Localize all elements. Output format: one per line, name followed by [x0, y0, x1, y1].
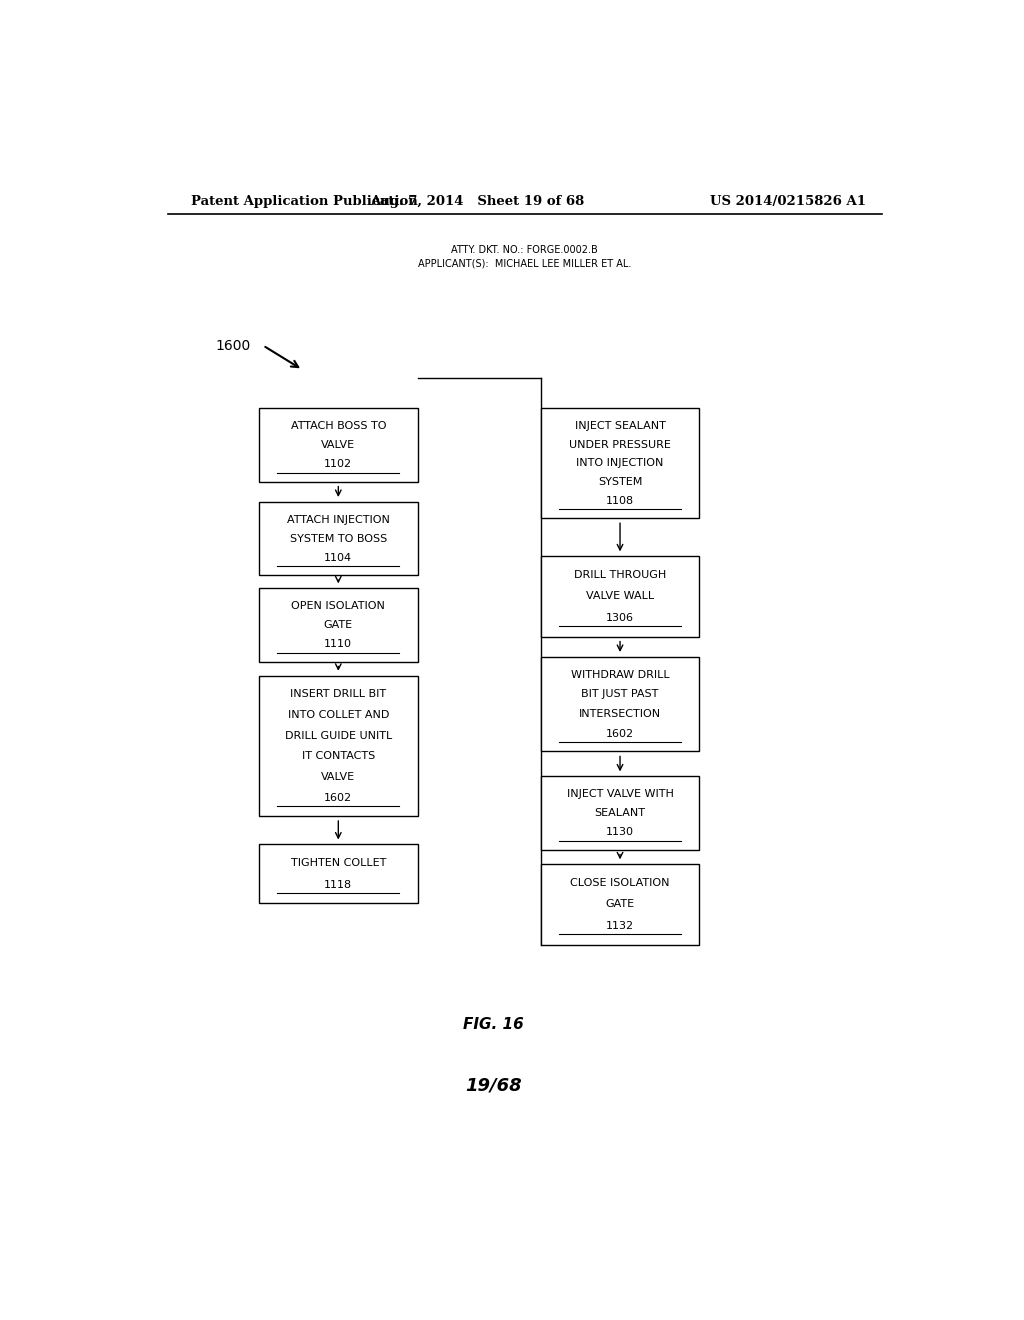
Bar [541, 776, 699, 850]
Bar [259, 408, 418, 482]
Text: INTO COLLET AND: INTO COLLET AND [288, 710, 389, 719]
Text: 1108: 1108 [606, 496, 634, 506]
Text: ATTY. DKT. NO.: FORGE.0002.B: ATTY. DKT. NO.: FORGE.0002.B [452, 246, 598, 255]
Text: VALVE: VALVE [322, 440, 355, 450]
Text: 1118: 1118 [325, 879, 352, 890]
Bar [541, 865, 699, 945]
Text: Aug. 7, 2014   Sheet 19 of 68: Aug. 7, 2014 Sheet 19 of 68 [370, 194, 585, 207]
Text: INSERT DRILL BIT: INSERT DRILL BIT [290, 689, 386, 700]
Text: SYSTEM TO BOSS: SYSTEM TO BOSS [290, 533, 387, 544]
Text: INJECT VALVE WITH: INJECT VALVE WITH [566, 789, 674, 799]
Bar [259, 589, 418, 661]
Bar [541, 657, 699, 751]
Text: APPLICANT(S):  MICHAEL LEE MILLER ET AL.: APPLICANT(S): MICHAEL LEE MILLER ET AL. [418, 259, 632, 268]
Text: GATE: GATE [605, 899, 635, 909]
Text: Patent Application Publication: Patent Application Publication [191, 194, 418, 207]
Text: 1130: 1130 [606, 826, 634, 837]
Text: CLOSE ISOLATION: CLOSE ISOLATION [570, 878, 670, 888]
Text: INTO INJECTION: INTO INJECTION [577, 458, 664, 469]
Text: 1102: 1102 [325, 459, 352, 469]
Text: WITHDRAW DRILL: WITHDRAW DRILL [570, 669, 670, 680]
Text: 1110: 1110 [325, 639, 352, 649]
Text: US 2014/0215826 A1: US 2014/0215826 A1 [710, 194, 866, 207]
Text: FIG. 16: FIG. 16 [463, 1016, 523, 1032]
Text: GATE: GATE [324, 620, 353, 630]
Text: VALVE: VALVE [322, 772, 355, 781]
Bar [541, 408, 699, 519]
Text: OPEN ISOLATION: OPEN ISOLATION [292, 601, 385, 611]
Text: 1602: 1602 [606, 729, 634, 739]
Bar [541, 556, 699, 636]
Text: ATTACH BOSS TO: ATTACH BOSS TO [291, 421, 386, 432]
Text: 1600: 1600 [216, 339, 251, 354]
Text: UNDER PRESSURE: UNDER PRESSURE [569, 440, 671, 450]
Bar [259, 676, 418, 816]
Text: INTERSECTION: INTERSECTION [579, 709, 662, 719]
Text: TIGHTEN COLLET: TIGHTEN COLLET [291, 858, 386, 869]
Text: 1306: 1306 [606, 612, 634, 623]
Text: 1132: 1132 [606, 921, 634, 931]
Text: DRILL THROUGH: DRILL THROUGH [573, 570, 667, 579]
Text: ATTACH INJECTION: ATTACH INJECTION [287, 515, 390, 524]
Bar [259, 845, 418, 903]
Text: BIT JUST PAST: BIT JUST PAST [582, 689, 658, 700]
Text: IT CONTACTS: IT CONTACTS [302, 751, 375, 762]
Text: 1602: 1602 [325, 792, 352, 803]
Text: 1104: 1104 [325, 553, 352, 562]
Text: SYSTEM: SYSTEM [598, 477, 642, 487]
Text: SEALANT: SEALANT [595, 808, 645, 818]
Text: VALVE WALL: VALVE WALL [586, 591, 654, 602]
Text: DRILL GUIDE UNITL: DRILL GUIDE UNITL [285, 730, 392, 741]
Bar [259, 502, 418, 576]
Text: 19/68: 19/68 [465, 1076, 521, 1094]
Text: INJECT SEALANT: INJECT SEALANT [574, 421, 666, 430]
